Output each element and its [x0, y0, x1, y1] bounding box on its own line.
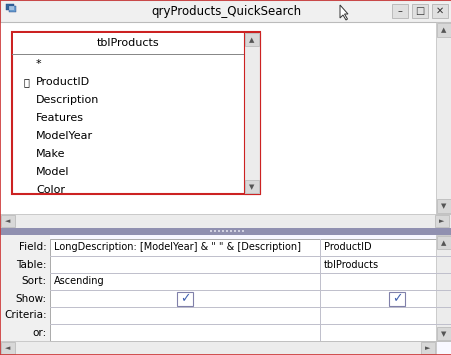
Bar: [226, 230, 227, 232]
Bar: [12, 54, 244, 55]
Text: ▲: ▲: [440, 27, 446, 33]
Bar: [0, 235, 50, 355]
Text: LongDescription: [ModelYear] & " " & [Description]: LongDescription: [ModelYear] & " " & [De…: [54, 242, 300, 252]
Text: ◄: ◄: [5, 345, 11, 351]
Bar: [213, 230, 216, 232]
Bar: [435, 235, 451, 341]
Bar: [319, 239, 320, 341]
Bar: [1, 215, 15, 227]
Bar: [0, 235, 451, 355]
Bar: [436, 199, 450, 213]
Text: tblProducts: tblProducts: [323, 260, 378, 269]
Text: Criteria:: Criteria:: [5, 311, 47, 321]
Text: Features: Features: [36, 113, 84, 123]
Text: ▼: ▼: [440, 331, 446, 337]
Text: ✓: ✓: [391, 292, 402, 305]
Text: Sort:: Sort:: [22, 277, 47, 286]
Bar: [50, 256, 451, 257]
Bar: [435, 22, 451, 214]
Text: ProductID: ProductID: [36, 77, 90, 87]
Text: or:: or:: [32, 328, 47, 338]
Text: ▼: ▼: [440, 203, 446, 209]
Text: Model: Model: [36, 167, 69, 177]
Text: ►: ►: [424, 345, 430, 351]
Text: ▲: ▲: [249, 37, 254, 43]
Bar: [244, 32, 259, 194]
Text: ProductID: ProductID: [323, 242, 371, 252]
Bar: [238, 230, 239, 232]
Bar: [9, 6, 14, 10]
Bar: [230, 230, 231, 232]
Bar: [436, 23, 450, 37]
Text: ✓: ✓: [179, 292, 190, 305]
Bar: [0, 0, 451, 22]
Polygon shape: [339, 5, 347, 20]
Bar: [12, 32, 259, 194]
Bar: [9, 6, 16, 12]
Bar: [391, 4, 407, 18]
Text: □: □: [414, 6, 423, 16]
Bar: [6, 4, 14, 10]
Bar: [420, 342, 434, 354]
Text: *: *: [36, 59, 41, 69]
Bar: [221, 230, 224, 232]
Text: Color: Color: [36, 185, 65, 195]
Text: ✕: ✕: [435, 6, 443, 16]
Bar: [0, 341, 435, 355]
Text: ►: ►: [438, 218, 444, 224]
Bar: [434, 215, 448, 227]
Bar: [319, 239, 320, 341]
Text: tblProducts: tblProducts: [97, 38, 159, 48]
Bar: [389, 291, 405, 306]
Bar: [431, 4, 447, 18]
Bar: [319, 239, 320, 341]
Text: Ascending: Ascending: [54, 277, 104, 286]
Text: Description: Description: [36, 95, 99, 105]
Text: ▲: ▲: [440, 240, 446, 246]
Bar: [234, 230, 235, 232]
Bar: [436, 327, 450, 340]
Text: ▼: ▼: [249, 184, 254, 190]
Bar: [319, 239, 320, 341]
Text: qryProducts_QuickSearch: qryProducts_QuickSearch: [151, 5, 300, 17]
Text: 🗝: 🗝: [23, 77, 29, 87]
Bar: [210, 230, 212, 232]
Bar: [244, 33, 258, 46]
Bar: [1, 342, 15, 354]
Bar: [241, 230, 244, 232]
Text: Show:: Show:: [16, 294, 47, 304]
Bar: [0, 228, 451, 235]
Bar: [177, 291, 193, 306]
Bar: [319, 239, 320, 341]
Bar: [0, 214, 451, 228]
Bar: [319, 239, 320, 341]
Text: ModelYear: ModelYear: [36, 131, 93, 141]
Bar: [217, 230, 220, 232]
Text: Field:: Field:: [19, 242, 47, 252]
Bar: [50, 239, 451, 341]
Text: Table:: Table:: [17, 260, 47, 269]
Bar: [0, 22, 451, 214]
Text: Make: Make: [36, 149, 65, 159]
Bar: [244, 180, 258, 193]
Bar: [436, 236, 450, 249]
Text: –: –: [397, 6, 401, 16]
Bar: [13, 33, 243, 54]
Bar: [411, 4, 427, 18]
Text: ◄: ◄: [5, 218, 11, 224]
